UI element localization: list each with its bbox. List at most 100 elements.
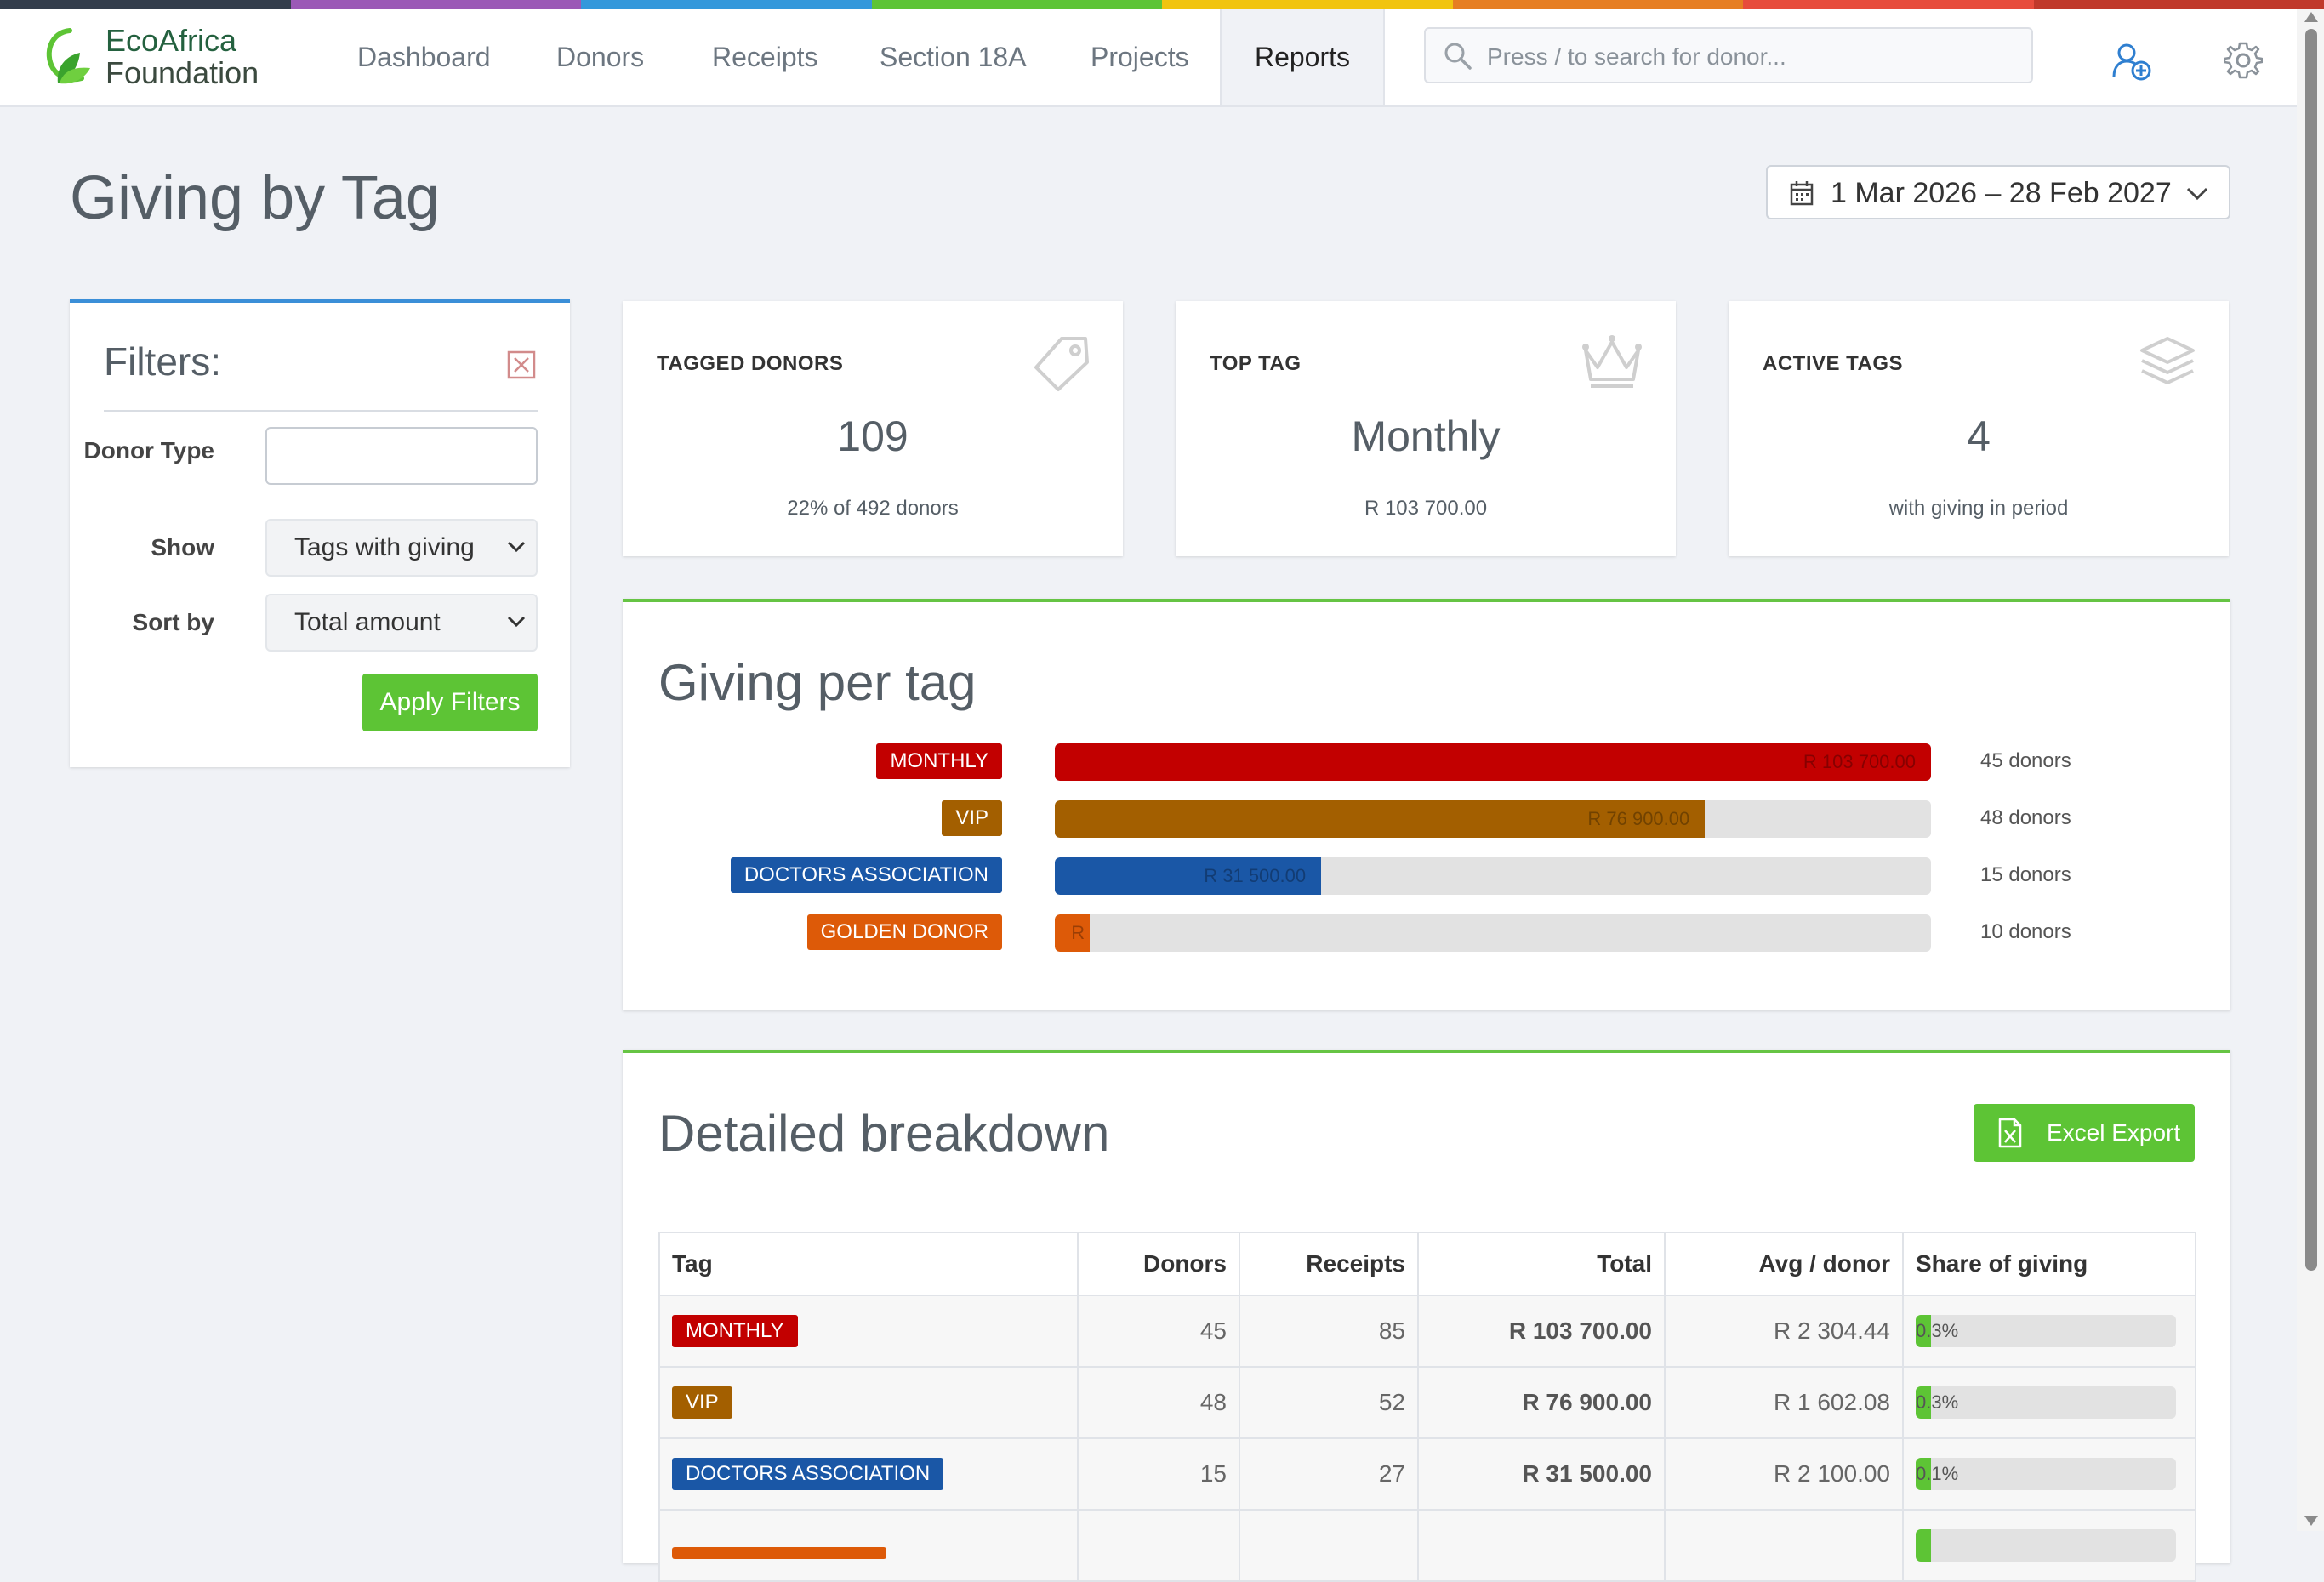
chevron-down-icon xyxy=(507,616,526,628)
stat-value: 109 xyxy=(623,412,1123,461)
search-icon xyxy=(1443,41,1473,71)
cell-tag xyxy=(659,1510,1078,1581)
stat-subtext: with giving in period xyxy=(1729,497,2229,521)
scroll-down-arrow-icon[interactable] xyxy=(2304,1516,2318,1526)
tag-pill[interactable]: MONTHLY xyxy=(672,1315,798,1347)
share-bar: 0.1% xyxy=(1916,1458,2176,1490)
donor-type-label: Donor Type xyxy=(70,434,214,468)
cell-receipts: 52 xyxy=(1239,1367,1418,1438)
donor-count: 10 donors xyxy=(1980,913,2071,952)
share-percent: 0.3% xyxy=(1916,1315,1958,1347)
filters-panel: Filters: Donor Type Show Tags with givin… xyxy=(70,299,570,767)
apply-filters-button[interactable]: Apply Filters xyxy=(362,674,538,731)
column-header-receipts[interactable]: Receipts xyxy=(1239,1232,1418,1295)
tag-pill[interactable]: VIP xyxy=(942,800,1002,836)
share-percent: 0.1% xyxy=(1916,1458,1958,1490)
cell-total: R 31 500.00 xyxy=(1418,1438,1665,1510)
top-color-strip xyxy=(0,0,2324,9)
add-donor-icon[interactable] xyxy=(2111,41,2154,83)
scroll-up-arrow-icon[interactable] xyxy=(2304,12,2318,22)
table-row[interactable] xyxy=(659,1510,2196,1581)
donor-count: 15 donors xyxy=(1980,856,2071,895)
cell-donors xyxy=(1078,1510,1239,1581)
stat-label: TOP TAG xyxy=(1210,352,1302,376)
excel-file-icon xyxy=(1997,1118,2023,1148)
cell-tag: MONTHLY xyxy=(659,1295,1078,1367)
color-strip-segment xyxy=(872,0,1163,9)
giving-bar-fill: R xyxy=(1055,914,1090,952)
leaf-logo-icon xyxy=(41,24,97,90)
donor-search-input[interactable]: Press / to search for donor... xyxy=(1424,27,2033,83)
cell-total: R 103 700.00 xyxy=(1418,1295,1665,1367)
giving-bar-row: GOLDEN DONOR R 10 donors xyxy=(623,913,2230,952)
layers-icon xyxy=(2137,333,2198,388)
excel-export-button[interactable]: Excel Export xyxy=(1974,1104,2195,1162)
date-range-text: 1 Mar 2026 – 28 Feb 2027 xyxy=(1831,167,2172,219)
cell-total: R 76 900.00 xyxy=(1418,1367,1665,1438)
nav-receipts[interactable]: Receipts xyxy=(712,9,818,105)
cell-receipts: 85 xyxy=(1239,1295,1418,1367)
tag-pill[interactable]: VIP xyxy=(672,1386,732,1419)
breakdown-table: Tag Donors Receipts Total Avg / donor Sh… xyxy=(658,1232,2196,1582)
cell-tag: DOCTORS ASSOCIATION xyxy=(659,1438,1078,1510)
nav-dashboard[interactable]: Dashboard xyxy=(357,9,491,105)
color-strip-segment xyxy=(2034,0,2324,9)
color-strip-segment xyxy=(0,0,291,9)
chevron-down-icon xyxy=(2186,187,2208,201)
nav-section-18a[interactable]: Section 18A xyxy=(880,9,1027,105)
color-strip-segment xyxy=(291,0,582,9)
giving-bar-amount: R xyxy=(1071,914,1085,952)
column-header-donors[interactable]: Donors xyxy=(1078,1232,1239,1295)
column-header-avg-per-donor[interactable]: Avg / donor xyxy=(1665,1232,1903,1295)
cell-share: 0.3% xyxy=(1903,1295,2196,1367)
color-strip-segment xyxy=(1743,0,2034,9)
cell-avg-per-donor xyxy=(1665,1510,1903,1581)
detailed-breakdown-title: Detailed breakdown xyxy=(658,1104,1109,1163)
settings-gear-icon[interactable] xyxy=(2224,41,2263,80)
scrollbar-thumb[interactable] xyxy=(2305,29,2317,1271)
tag-pill[interactable]: DOCTORS ASSOCIATION xyxy=(731,857,1002,893)
sort-by-select[interactable]: Total amount xyxy=(265,594,538,652)
show-select[interactable]: Tags with giving xyxy=(265,519,538,577)
sort-by-select-value: Total amount xyxy=(294,595,441,650)
page-scrollbar[interactable] xyxy=(2297,9,2324,1531)
column-header-tag[interactable]: Tag xyxy=(659,1232,1078,1295)
giving-bar-track: R xyxy=(1055,914,1931,952)
giving-bar-track: R 76 900.00 xyxy=(1055,800,1931,838)
tag-pill[interactable]: DOCTORS ASSOCIATION xyxy=(672,1458,943,1490)
nav-projects[interactable]: Projects xyxy=(1091,9,1189,105)
share-bar: 0.3% xyxy=(1916,1386,2176,1419)
tag-pill[interactable]: GOLDEN DONOR xyxy=(807,914,1002,950)
share-bar-fill xyxy=(1916,1529,1931,1562)
stat-card-tagged-donors: TAGGED DONORS 109 22% of 492 donors xyxy=(623,301,1123,556)
calendar-icon xyxy=(1790,180,1814,206)
brand-logo[interactable]: EcoAfrica Foundation xyxy=(41,24,259,90)
page-title: Giving by Tag xyxy=(70,163,440,233)
excel-export-label: Excel Export xyxy=(2047,1104,2180,1162)
cell-receipts xyxy=(1239,1510,1418,1581)
date-range-picker[interactable]: 1 Mar 2026 – 28 Feb 2027 xyxy=(1766,165,2230,219)
table-header-row: Tag Donors Receipts Total Avg / donor Sh… xyxy=(659,1232,2196,1295)
giving-bar-amount: R 103 700.00 xyxy=(1803,743,1916,781)
detailed-breakdown-panel: Detailed breakdown Excel Export Tag Dono… xyxy=(623,1050,2230,1563)
stat-subtext: 22% of 492 donors xyxy=(623,497,1123,521)
cell-total xyxy=(1418,1510,1665,1581)
share-bar: 0.3% xyxy=(1916,1315,2176,1347)
close-filters-icon[interactable] xyxy=(507,350,536,379)
donor-type-field[interactable] xyxy=(265,427,538,485)
column-header-share-of-giving[interactable]: Share of giving xyxy=(1903,1232,2196,1295)
giving-bar-amount: R 31 500.00 xyxy=(1204,857,1306,895)
nav-reports[interactable]: Reports xyxy=(1220,9,1385,105)
nav-donors[interactable]: Donors xyxy=(556,9,644,105)
tag-pill[interactable] xyxy=(672,1547,886,1559)
brand-line-1: EcoAfrica xyxy=(105,25,259,57)
column-header-total[interactable]: Total xyxy=(1418,1232,1665,1295)
tag-pill[interactable]: MONTHLY xyxy=(876,743,1002,779)
sort-by-label: Sort by xyxy=(70,606,214,640)
giving-bar-track: R 31 500.00 xyxy=(1055,857,1931,895)
